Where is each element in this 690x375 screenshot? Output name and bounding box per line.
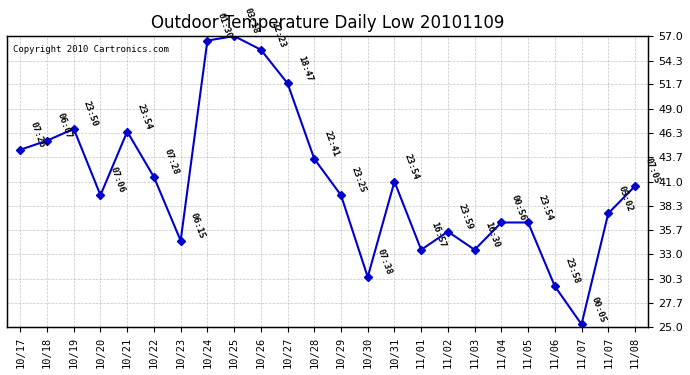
Text: 23:54: 23:54 [536, 194, 554, 222]
Text: 01:30: 01:30 [216, 12, 233, 40]
Title: Outdoor Temperature Daily Low 20101109: Outdoor Temperature Daily Low 20101109 [151, 14, 504, 32]
Text: 06:07: 06:07 [55, 111, 73, 140]
Text: 16:30: 16:30 [483, 220, 501, 249]
Text: 22:23: 22:23 [269, 21, 287, 49]
Text: 23:50: 23:50 [82, 100, 100, 128]
Text: 06:15: 06:15 [189, 211, 206, 240]
Text: 18:47: 18:47 [296, 54, 313, 82]
Text: 07:06: 07:06 [109, 166, 126, 194]
Text: 23:54: 23:54 [135, 102, 153, 131]
Text: 23:54: 23:54 [403, 153, 420, 181]
Text: 22:41: 22:41 [323, 130, 340, 158]
Text: 07:38: 07:38 [376, 248, 394, 276]
Text: 07:26: 07:26 [29, 121, 46, 149]
Text: 23:58: 23:58 [563, 257, 581, 285]
Text: 05:02: 05:02 [617, 184, 634, 213]
Text: 23:25: 23:25 [349, 166, 367, 194]
Text: 00:05: 00:05 [590, 295, 607, 324]
Text: 16:57: 16:57 [429, 220, 447, 249]
Text: Copyright 2010 Cartronics.com: Copyright 2010 Cartronics.com [13, 45, 169, 54]
Text: 23:59: 23:59 [456, 202, 474, 231]
Text: 00:56: 00:56 [510, 194, 527, 222]
Text: 03:18: 03:18 [242, 7, 260, 35]
Text: 07:28: 07:28 [162, 148, 180, 176]
Text: 07:05: 07:05 [643, 157, 661, 185]
